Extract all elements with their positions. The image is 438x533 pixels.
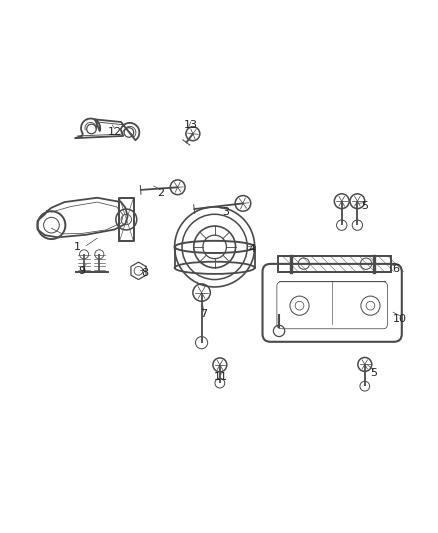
Bar	[278, 256, 391, 272]
Text: 11: 11	[214, 373, 228, 383]
Text: 10: 10	[392, 314, 406, 324]
Text: 6: 6	[392, 264, 399, 273]
Text: 3: 3	[222, 207, 229, 217]
Text: 8: 8	[141, 268, 148, 278]
Text: 4: 4	[248, 244, 255, 254]
Text: 7: 7	[200, 309, 207, 319]
Text: 5: 5	[361, 200, 368, 211]
Text: 12: 12	[107, 126, 122, 136]
Text: 5: 5	[370, 368, 377, 378]
Text: 9: 9	[78, 266, 85, 276]
Text: 1: 1	[74, 242, 81, 252]
Text: 2: 2	[157, 188, 164, 198]
Text: 13: 13	[184, 120, 198, 130]
